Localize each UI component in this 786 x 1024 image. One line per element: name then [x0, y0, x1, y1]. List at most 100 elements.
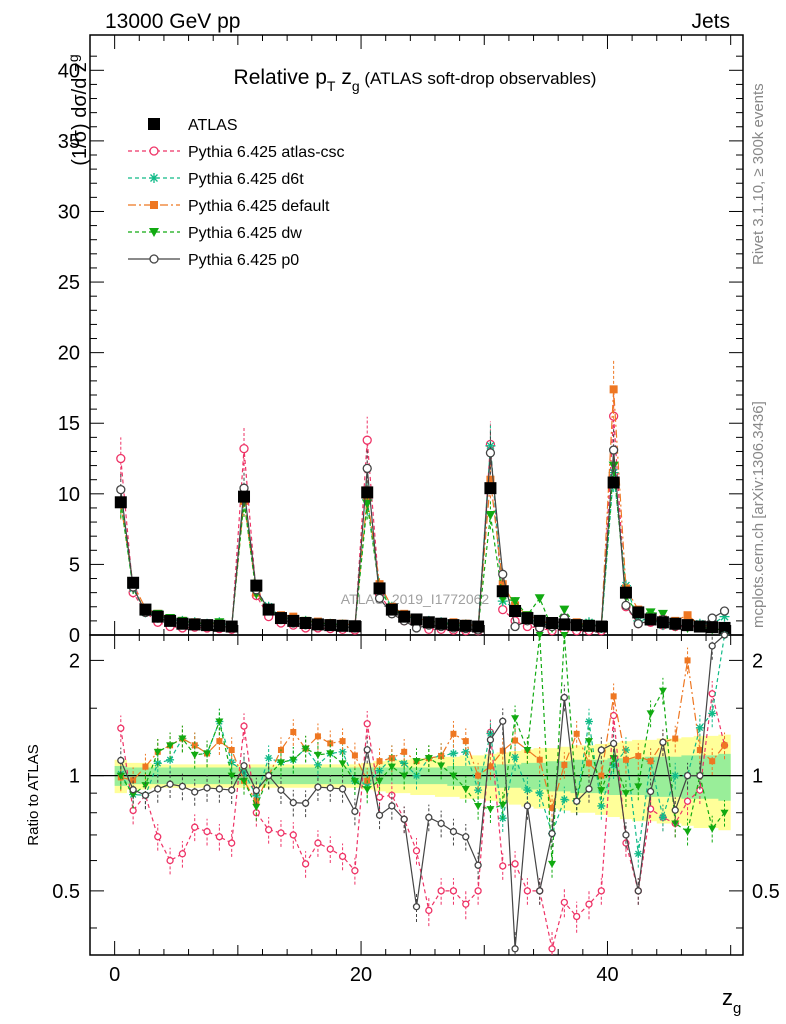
point-atlas — [472, 620, 485, 633]
ratio-point-pythia-6-425-dw — [400, 772, 409, 780]
point-atlas — [324, 619, 337, 632]
ratio-point-pythia-6-425-dw — [289, 756, 298, 764]
ratio-point-pythia-6-425-atlas-csc — [609, 711, 618, 720]
point-atlas — [681, 619, 694, 632]
ratio-point-pythia-6-425-d6t — [264, 754, 273, 763]
ratio-point-pythia-6-425-d6t — [461, 747, 470, 756]
point-atlas — [496, 585, 509, 598]
ratio-point-pythia-6-425-atlas-csc — [597, 887, 605, 895]
point-atlas — [706, 621, 719, 634]
ratio-point-pythia-6-425-atlas-csc — [351, 867, 359, 875]
series-line-pythia-6-425-default — [120, 389, 725, 628]
point-pythia-6-425-p0 — [485, 448, 496, 458]
ratio-tick-label-right: 0.5 — [752, 881, 780, 903]
point-atlas — [385, 603, 398, 616]
x-tick-label: 40 — [596, 964, 618, 986]
ratio-point-pythia-6-425-p0 — [388, 802, 396, 810]
point-atlas — [188, 618, 201, 631]
title-rest: (ATLAS soft-drop observables) — [360, 69, 597, 88]
point-atlas — [225, 620, 238, 633]
ratio-point-pythia-6-425-p0 — [597, 746, 605, 754]
ratio-point-pythia-6-425-dw — [203, 750, 212, 758]
ratio-line-pythia-6-425-dw — [120, 634, 725, 864]
ratio-point-pythia-6-425-dw — [461, 785, 470, 793]
point-atlas — [139, 603, 152, 616]
ratio-point-pythia-6-425-atlas-csc — [560, 898, 568, 907]
ratio-point-pythia-6-425-p0 — [129, 786, 137, 794]
ratio-point-pythia-6-425-default — [376, 758, 383, 765]
ratio-point-pythia-6-425-default — [512, 737, 519, 744]
ratio-point-pythia-6-425-dw — [424, 755, 433, 763]
title-sub-t: T — [327, 78, 336, 94]
ratio-point-pythia-6-425-p0 — [277, 786, 285, 794]
point-atlas — [274, 612, 287, 625]
y-tick-label: 25 — [58, 272, 80, 294]
point-atlas — [311, 618, 324, 631]
ratio-point-pythia-6-425-default — [130, 777, 137, 784]
ratio-tick-label: 0.5 — [52, 881, 80, 903]
ratio-point-pythia-6-425-dw — [240, 777, 249, 785]
point-atlas — [336, 619, 349, 632]
ratio-point-pythia-6-425-atlas-csc — [265, 826, 273, 834]
x-label-main: z — [722, 985, 733, 1010]
point-pythia-6-425-p0 — [608, 445, 619, 455]
ratio-point-pythia-6-425-d6t — [695, 723, 704, 732]
point-pythia-6-425-default — [609, 385, 618, 394]
ratio-point-pythia-6-425-dw — [276, 759, 285, 767]
ratio-point-pythia-6-425-p0 — [154, 785, 162, 793]
y-tick-label: 40 — [58, 60, 80, 82]
ratio-point-pythia-6-425-default — [314, 733, 321, 740]
ratio-point-pythia-6-425-default — [585, 760, 592, 767]
ratio-point-pythia-6-425-p0 — [659, 738, 667, 746]
ratio-point-pythia-6-425-p0 — [474, 861, 482, 869]
point-atlas — [299, 617, 312, 629]
ratio-point-pythia-6-425-p0 — [326, 784, 334, 792]
axis-ticks: 0 20 40 0 5 10 15 20 25 30 35 40 0.5 0.5 1 1 2 2 — [52, 35, 780, 986]
ratio-point-pythia-6-425-default — [228, 747, 235, 754]
point-atlas — [201, 619, 214, 632]
y-label-main: (1/σ) dσ/d z — [69, 62, 91, 166]
ratio-point-pythia-6-425-p0 — [141, 791, 150, 799]
ratio-point-pythia-6-425-atlas-csc — [449, 887, 458, 895]
ratio-point-pythia-6-425-default — [499, 747, 506, 754]
ratio-point-pythia-6-425-atlas-csc — [240, 722, 248, 730]
legend-label-pythia-6-425-dw: Pythia 6.425 dw — [188, 225, 302, 242]
ratio-point-pythia-6-425-dw — [486, 806, 495, 814]
ratio-point-pythia-6-425-p0 — [560, 693, 568, 702]
ratio-point-pythia-6-425-p0 — [363, 746, 371, 754]
point-pythia-6-425-default — [486, 475, 495, 484]
ratio-point-pythia-6-425-default — [536, 756, 543, 763]
ratio-point-pythia-6-425-atlas-csc — [314, 839, 322, 847]
analysis-watermark: ATLAS_2019_I1772062 — [341, 591, 490, 607]
legend-label-pythia-6-425-p0: Pythia 6.425 p0 — [188, 252, 299, 269]
y-tick-label: 0 — [69, 625, 80, 647]
ratio-point-pythia-6-425-dw — [338, 760, 347, 768]
ratio-point-pythia-6-425-p0 — [400, 815, 408, 823]
point-atlas — [348, 620, 361, 633]
ratio-point-pythia-6-425-dw — [301, 745, 310, 753]
ratio-point-pythia-6-425-default — [290, 729, 297, 736]
ratio-point-pythia-6-425-dw — [535, 632, 544, 639]
legend: ATLAS Pythia 6.425 atlas-csc Pythia 6.425 … — [128, 117, 345, 269]
ratio-point-pythia-6-425-p0 — [449, 827, 458, 836]
ratio-point-pythia-6-425-atlas-csc — [289, 831, 297, 839]
point-pythia-6-425-atlas-csc — [239, 443, 249, 454]
ratio-point-pythia-6-425-p0 — [573, 797, 581, 805]
ratio-point-pythia-6-425-default — [573, 730, 580, 737]
ratio-y-label: Ratio to ATLAS — [25, 744, 42, 845]
x-label-sub: g — [733, 1000, 741, 1017]
ratio-tick-label-right: 1 — [752, 766, 763, 788]
ratio-point-pythia-6-425-p0 — [585, 785, 593, 793]
ratio-point-pythia-6-425-atlas-csc — [462, 900, 470, 908]
ratio-point-pythia-6-425-p0 — [486, 736, 495, 744]
ratio-point-pythia-6-425-p0 — [191, 788, 199, 796]
ratio-point-pythia-6-425-default — [462, 738, 469, 745]
title-main: Relative p — [234, 66, 327, 89]
ratio-point-pythia-6-425-atlas-csc — [277, 829, 285, 837]
point-pythia-6-425-p0 — [362, 463, 372, 474]
point-atlas — [656, 616, 669, 629]
plot-title: Relative pT zg (ATLAS soft-drop observab… — [234, 66, 597, 94]
ratio-point-pythia-6-425-default — [475, 772, 482, 779]
ratio-point-pythia-6-425-d6t — [634, 849, 643, 858]
ratio-point-pythia-6-425-atlas-csc — [412, 847, 421, 855]
